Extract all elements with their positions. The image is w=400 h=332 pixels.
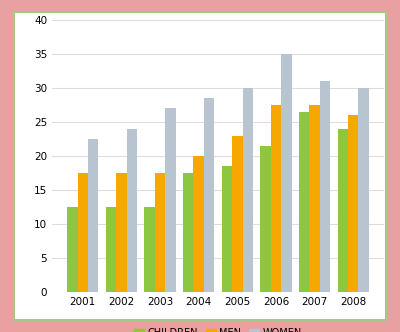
Bar — [320, 81, 330, 292]
Bar — [183, 173, 194, 292]
Bar — [309, 105, 320, 292]
Bar — [165, 108, 176, 292]
Bar — [338, 129, 348, 292]
Bar — [348, 115, 358, 292]
Bar — [144, 207, 155, 292]
Bar — [299, 112, 309, 292]
Bar — [204, 98, 214, 292]
Bar — [242, 88, 253, 292]
Bar — [106, 207, 116, 292]
Bar — [194, 156, 204, 292]
Bar — [222, 166, 232, 292]
Bar — [116, 173, 127, 292]
Bar — [271, 105, 281, 292]
Bar — [260, 146, 271, 292]
Bar — [127, 129, 137, 292]
Bar — [67, 207, 78, 292]
Bar — [358, 88, 369, 292]
Legend: CHILDREN, MEN, WOMEN: CHILDREN, MEN, WOMEN — [130, 324, 306, 332]
Bar — [281, 54, 292, 292]
Bar — [155, 173, 165, 292]
Bar — [78, 173, 88, 292]
Bar — [88, 139, 98, 292]
Bar — [232, 135, 242, 292]
